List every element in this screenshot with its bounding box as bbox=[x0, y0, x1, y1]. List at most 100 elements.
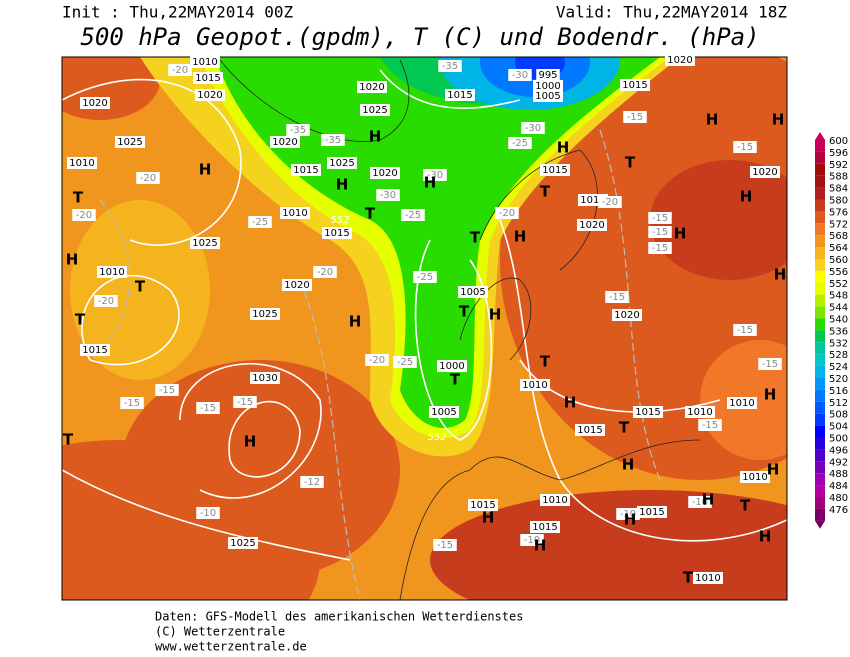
isobar-label: 1025 bbox=[192, 238, 217, 249]
temperature-label-box bbox=[286, 124, 310, 136]
isobar-label-box bbox=[637, 506, 667, 518]
temperature-label: -15 bbox=[627, 112, 643, 123]
colorbar-label: 496 bbox=[829, 445, 848, 456]
isobar-label: 1010 bbox=[742, 472, 767, 483]
colorbar-label: 564 bbox=[829, 243, 848, 254]
temperature-label: -30 bbox=[512, 70, 528, 81]
temperature-label: -25 bbox=[252, 217, 268, 228]
pressure-center: H bbox=[702, 491, 715, 509]
pressure-center: T bbox=[683, 569, 694, 587]
colorbar-swatch bbox=[815, 223, 825, 236]
colorbar-swatch bbox=[815, 151, 825, 164]
temperature-label: -15 bbox=[652, 243, 668, 254]
pressure-center: H bbox=[66, 251, 79, 269]
temperature-label-box bbox=[733, 141, 757, 153]
pressure-center: H bbox=[557, 139, 570, 157]
colorbar-swatch bbox=[815, 270, 825, 283]
temperature-label-box bbox=[520, 534, 544, 546]
colorbar: 6005965925885845805765725685645605565525… bbox=[815, 132, 848, 529]
colorbar-swatch bbox=[815, 187, 825, 200]
temperature-label: -15 bbox=[437, 540, 453, 551]
temperature-label: -15 bbox=[762, 359, 778, 370]
isobar-label: 1025 bbox=[252, 309, 277, 320]
isobar-label: 1015 bbox=[293, 165, 318, 176]
colorbar-swatch bbox=[815, 282, 825, 295]
colorbar-swatch bbox=[815, 485, 825, 497]
colorbar-swatch bbox=[815, 294, 825, 307]
colorbar-swatch bbox=[815, 199, 825, 212]
temperature-label-box bbox=[300, 476, 324, 488]
colorbar-label: 572 bbox=[829, 219, 848, 230]
temperature-label-box bbox=[423, 169, 447, 181]
temperature-label: -12 bbox=[304, 477, 320, 488]
isobar-label: 1020 bbox=[579, 220, 604, 231]
colorbar-swatch bbox=[815, 461, 825, 474]
colorbar-cap bbox=[815, 520, 825, 529]
isobar-label: 1010 bbox=[687, 407, 712, 418]
temperature-label: -15 bbox=[652, 227, 668, 238]
temperature-label-box bbox=[136, 172, 160, 184]
isobar-label: 1000 bbox=[439, 361, 464, 372]
pressure-center: H bbox=[369, 128, 382, 146]
temperature-label: -15 bbox=[237, 397, 253, 408]
temperature-label: -20 bbox=[140, 173, 156, 184]
colorbar-swatch bbox=[815, 437, 825, 450]
temperature-label-box bbox=[623, 111, 647, 123]
pressure-center: H bbox=[740, 188, 753, 206]
isobar-label-box bbox=[327, 157, 357, 169]
isobar-label-box bbox=[429, 406, 459, 418]
temperature-label-box bbox=[168, 64, 192, 76]
pressure-center: T bbox=[459, 303, 470, 321]
isobar-label-box bbox=[280, 207, 310, 219]
colorbar-label: 596 bbox=[829, 148, 848, 159]
temperature-label-box bbox=[155, 384, 179, 396]
temperature-label: -15 bbox=[702, 420, 718, 431]
colorbar-label: 580 bbox=[829, 195, 848, 206]
temperature-label: -15 bbox=[737, 142, 753, 153]
temperature-label-box bbox=[521, 122, 545, 134]
isobar-label: 1010 bbox=[282, 208, 307, 219]
temperature-label: -20 bbox=[602, 197, 618, 208]
colorbar-swatch bbox=[815, 318, 825, 331]
isobar-label: 1015 bbox=[542, 165, 567, 176]
colorbar-swatch bbox=[815, 247, 825, 259]
colorbar-label: 484 bbox=[829, 481, 848, 492]
isobar-label-box bbox=[520, 379, 550, 391]
isobar-label: 1020 bbox=[752, 167, 777, 178]
pressure-center: T bbox=[63, 431, 74, 449]
pressure-center: H bbox=[424, 174, 437, 192]
pressure-center: H bbox=[674, 225, 687, 243]
temperature-label: -25 bbox=[405, 210, 421, 221]
colorbar-label: 528 bbox=[829, 350, 848, 361]
pressure-center: T bbox=[73, 189, 84, 207]
colorbar-swatch bbox=[815, 497, 825, 509]
temperature-label: -15 bbox=[609, 292, 625, 303]
temperature-label: -20 bbox=[499, 208, 515, 219]
colorbar-label: 560 bbox=[829, 255, 848, 266]
isobar-label-box bbox=[633, 406, 663, 418]
colorbar-cap bbox=[815, 132, 825, 140]
temperature-label: -20 bbox=[172, 65, 188, 76]
isobar-label-box bbox=[540, 164, 570, 176]
temperature-label: -20 bbox=[369, 355, 385, 366]
pressure-center: H bbox=[244, 433, 257, 451]
colorbar-swatch bbox=[815, 389, 825, 402]
temperature-label-box bbox=[196, 507, 220, 519]
temperature-label-box bbox=[648, 226, 672, 238]
isobar-label-box bbox=[533, 90, 563, 102]
colorbar-swatch bbox=[815, 140, 825, 152]
height-label: 552 bbox=[427, 432, 446, 443]
colorbar-label: 476 bbox=[829, 505, 848, 516]
pressure-center: T bbox=[540, 353, 551, 371]
pressure-center: H bbox=[624, 511, 637, 529]
temperature-label: -30 bbox=[380, 190, 396, 201]
isobar-label: 995 bbox=[538, 70, 557, 81]
temperature-label: -25 bbox=[417, 272, 433, 283]
pressure-center: H bbox=[482, 509, 495, 527]
colorbar-swatch bbox=[815, 366, 825, 378]
pressure-center: T bbox=[75, 311, 86, 329]
isobar-label: 1010 bbox=[99, 267, 124, 278]
temperature-label-box bbox=[758, 358, 782, 370]
colorbar-label: 576 bbox=[829, 207, 848, 218]
colorbar-swatch bbox=[815, 211, 825, 224]
